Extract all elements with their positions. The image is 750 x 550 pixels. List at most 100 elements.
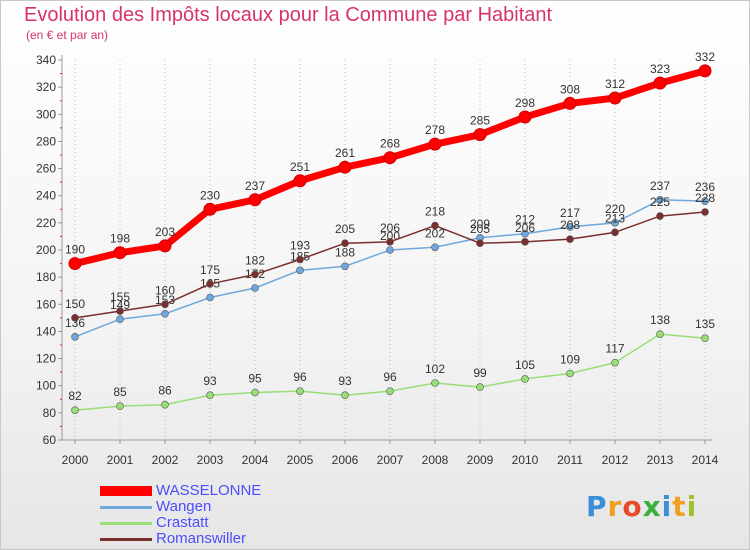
x-tick-label-2006: 2006 [332,453,359,467]
point-romanswiller-2003 [206,280,214,288]
data-label-wangen-2010: 212 [515,213,535,227]
data-label-crastatt-2013: 138 [650,313,670,327]
data-label-wangen-2001: 149 [110,298,130,312]
data-label-crastatt-2003: 93 [203,374,217,388]
data-label-wasselonne-2002: 203 [155,225,175,239]
point-wangen-2000 [71,333,79,341]
data-label-wangen-2002: 153 [155,293,175,307]
y-tick-label-280: 280 [36,134,56,148]
point-wasselonne-2014 [698,64,712,78]
data-label-wasselonne-2003: 230 [200,188,220,202]
point-wasselonne-2002 [158,239,172,253]
logo-letter: o [622,490,643,523]
point-wangen-2012 [611,219,619,227]
data-label-romanswiller-2010: 206 [515,221,535,235]
data-label-romanswiller-2014: 228 [695,191,715,205]
x-tick-label-2010: 2010 [512,453,539,467]
point-wangen-2010 [521,229,529,238]
point-romanswiller-2008 [431,221,439,230]
x-tick-label-2001: 2001 [107,453,134,467]
logo-letter: r [607,490,623,523]
y-tick-label-160: 160 [36,297,56,311]
data-label-crastatt-2002: 86 [158,384,172,398]
y-tick-label-320: 320 [36,80,56,94]
point-romanswiller-2014 [701,208,709,216]
data-label-crastatt-2007: 96 [383,370,397,384]
data-label-romanswiller-2012: 213 [605,211,625,225]
point-crastatt-2011 [566,369,574,378]
chart-subtitle: (en € et par an) [26,28,109,42]
data-label-wasselonne-2012: 312 [605,77,625,91]
data-label-wangen-2008: 202 [425,226,445,240]
point-wangen-2002 [161,309,169,318]
data-label-wasselonne-2007: 268 [380,137,400,151]
x-tick-label-2014: 2014 [692,453,719,467]
logo-letter: x [642,490,662,523]
data-label-romanswiller-2003: 175 [200,263,220,277]
x-tick-label-2005: 2005 [287,453,314,467]
data-label-crastatt-2006: 93 [338,374,352,388]
point-romanswiller-2005 [296,255,304,264]
y-tick-label-180: 180 [36,270,56,284]
data-label-crastatt-2012: 117 [605,342,624,356]
point-romanswiller-2013 [656,212,664,220]
point-crastatt-2006 [341,391,349,400]
point-wasselonne-2010 [518,110,532,124]
point-wangen-2005 [296,266,304,275]
data-label-wasselonne-2011: 308 [560,82,580,96]
y-tick-label-100: 100 [36,379,56,393]
chart-title: Evolution des Impôts locaux pour la Comm… [24,4,553,26]
point-wasselonne-2013 [653,76,667,90]
point-wasselonne-2009 [473,128,487,142]
legend-label-wangen: Wangen [156,498,212,515]
data-label-wasselonne-2001: 198 [110,232,130,246]
point-wangen-2014 [701,197,709,205]
point-wangen-2003 [206,293,214,302]
data-label-wasselonne-2013: 323 [650,62,670,76]
point-wasselonne-2005 [293,174,307,188]
data-label-wasselonne-2005: 251 [290,160,310,174]
data-label-wangen-2012: 220 [605,202,625,216]
point-romanswiller-2007 [386,238,394,246]
data-label-romanswiller-2009: 205 [470,222,490,236]
data-label-crastatt-2000: 82 [68,389,82,403]
x-tick-label-2003: 2003 [197,453,224,467]
data-label-romanswiller-2007: 206 [380,221,400,235]
data-label-crastatt-2005: 96 [293,370,307,384]
data-label-crastatt-2001: 85 [113,385,127,399]
y-tick-label-240: 240 [36,189,56,203]
legend-label-wasselonne: WASSELONNE [156,482,262,499]
data-label-romanswiller-2001: 155 [110,290,130,304]
data-label-romanswiller-2000: 150 [65,297,85,311]
data-label-romanswiller-2013: 225 [650,195,670,209]
y-tick-label-80: 80 [43,406,57,420]
point-wangen-2008 [431,243,439,252]
y-tick-label-140: 140 [36,324,56,338]
data-label-wangen-2014: 236 [695,180,715,194]
point-crastatt-2008 [431,379,439,387]
data-label-romanswiller-2004: 182 [245,253,265,267]
data-label-crastatt-2010: 105 [515,358,535,372]
x-tick-label-2000: 2000 [62,453,89,467]
point-crastatt-2010 [521,375,529,383]
x-tick-label-2011: 2011 [557,453,583,467]
point-crastatt-2000 [71,406,79,414]
point-wasselonne-2006 [338,160,352,174]
x-tick-label-2008: 2008 [422,453,449,467]
point-wangen-2001 [116,315,124,324]
data-label-wangen-2013: 237 [650,179,670,193]
y-tick-label-60: 60 [43,433,57,447]
point-romanswiller-2012 [611,228,619,237]
proxiti-logo: Proxiti [586,490,697,523]
point-wangen-2011 [566,223,574,231]
data-label-crastatt-2008: 102 [425,362,445,376]
data-label-crastatt-2014: 135 [695,317,715,331]
point-wasselonne-2003 [203,202,217,216]
x-tick-label-2007: 2007 [377,453,404,467]
logo-letter: P [586,490,608,523]
data-label-crastatt-2009: 99 [473,366,487,380]
data-label-wangen-2009: 209 [470,217,490,231]
legend-label-romanswiller: Romanswiller [156,530,247,547]
x-tick-label-2002: 2002 [152,453,179,467]
